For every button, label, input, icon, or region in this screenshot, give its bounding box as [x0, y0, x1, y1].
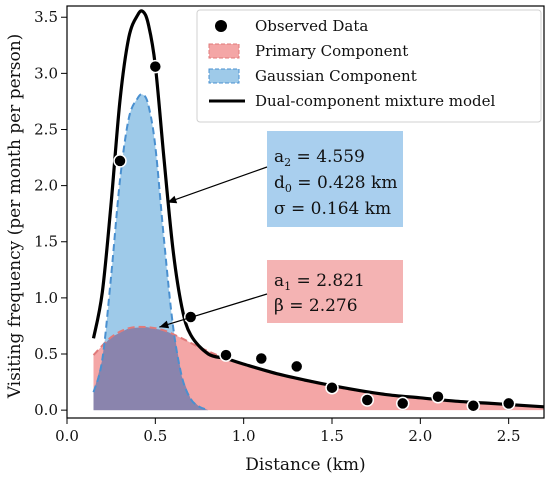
- legend-marker-observed: [215, 20, 227, 32]
- legend-label: Gaussian Component: [255, 67, 417, 85]
- legend-label: Primary Component: [255, 42, 408, 60]
- y-tick-label: 1.5: [34, 233, 58, 251]
- observed-data-point: [360, 393, 375, 407]
- annotations: a2 = 4.559 d0 = 0.428 km σ = 0.164 km a1 = …: [159, 131, 403, 329]
- y-axis-ticks: 0.0 0.5 1.0 1.5 2.0 2.5 3.0 3.5: [34, 8, 67, 419]
- annotation-line: β = 2.276: [274, 296, 358, 316]
- components-overlap-area: [93, 327, 209, 411]
- annotation-line: a2 = 4.559: [274, 147, 365, 169]
- x-tick-label: 1.5: [320, 427, 344, 445]
- x-tick-label: 2.5: [497, 427, 521, 445]
- observed-data-point: [148, 59, 163, 74]
- annotation-primary-params: a1 = 2.821 β = 2.276: [159, 260, 403, 329]
- y-tick-label: 3.5: [34, 8, 58, 26]
- observed-data-point: [431, 389, 445, 404]
- x-axis-ticks: 0.0 0.5 1.0 1.5 2.0 2.5: [55, 418, 521, 445]
- plot-lines: [91, 9, 544, 412]
- y-tick-label: 0.5: [34, 345, 58, 363]
- legend-box: [196, 9, 542, 123]
- annotation-gaussian-params: a2 = 4.559 d0 = 0.428 km σ = 0.164 km: [167, 131, 403, 227]
- x-tick-label: 0.5: [143, 427, 167, 445]
- observed-data-point: [289, 359, 304, 374]
- y-tick-label: 2.0: [34, 177, 58, 195]
- annotation-line: a1 = 2.821: [274, 271, 365, 293]
- x-tick-label: 0.0: [55, 427, 79, 445]
- legend-label: Dual-component mixture model: [255, 92, 495, 110]
- y-axis-label: Visiting frequency (per month per person…: [5, 34, 25, 400]
- legend-label: Observed Data: [255, 17, 368, 35]
- observed-data-point: [395, 396, 410, 411]
- annotation-arrow: [159, 293, 268, 328]
- annotation-arrowhead: [159, 320, 170, 329]
- y-tick-label: 1.0: [34, 289, 58, 307]
- legend-swatch-gaussian: [208, 68, 240, 84]
- annotation-box: [267, 260, 403, 323]
- annotation-arrowhead: [167, 195, 178, 204]
- legend: Observed Data Primary Component Gaussian C…: [196, 9, 542, 123]
- y-tick-label: 2.5: [34, 120, 58, 138]
- annotation-line: d0 = 0.428 km: [274, 173, 397, 195]
- gaussian-component-line: [92, 93, 209, 412]
- y-tick-label: 3.0: [34, 64, 58, 82]
- observed-data-point: [113, 154, 127, 168]
- annotation-box: [267, 131, 403, 227]
- annotation-arrow: [167, 166, 268, 204]
- primary-component-area: [93, 326, 544, 411]
- x-axis-label: Distance (km): [245, 455, 365, 475]
- observed-data-point: [466, 398, 481, 413]
- observed-data-point: [219, 348, 233, 362]
- plot-frame: [66, 5, 545, 419]
- annotation-line: σ = 0.164 km: [274, 199, 391, 219]
- x-tick-label: 2.0: [408, 427, 432, 445]
- mixture-model-line: [91, 9, 544, 409]
- y-tick-label: 0.0: [34, 401, 58, 419]
- x-tick-label: 1.0: [232, 427, 256, 445]
- observed-data-point: [325, 380, 339, 395]
- observed-data-point: [501, 396, 516, 411]
- legend-swatch-primary: [208, 43, 240, 59]
- observed-data-point: [254, 351, 269, 366]
